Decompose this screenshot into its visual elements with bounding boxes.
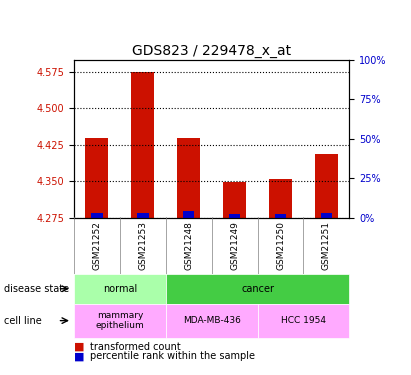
FancyBboxPatch shape bbox=[166, 274, 349, 304]
Bar bbox=[91, 213, 103, 217]
Bar bbox=[269, 179, 292, 218]
Bar bbox=[177, 138, 200, 218]
Text: GSM21252: GSM21252 bbox=[92, 221, 102, 270]
Bar bbox=[85, 138, 109, 218]
Text: GSM21253: GSM21253 bbox=[139, 221, 147, 270]
FancyBboxPatch shape bbox=[258, 304, 349, 338]
Bar bbox=[223, 182, 246, 218]
Text: GSM21251: GSM21251 bbox=[322, 221, 331, 270]
FancyBboxPatch shape bbox=[74, 304, 166, 338]
Text: disease state: disease state bbox=[4, 284, 69, 294]
Bar bbox=[321, 213, 332, 217]
Text: HCC 1954: HCC 1954 bbox=[281, 316, 326, 325]
Text: percentile rank within the sample: percentile rank within the sample bbox=[90, 351, 255, 361]
Bar bbox=[183, 211, 194, 217]
Bar bbox=[315, 154, 338, 218]
Text: cancer: cancer bbox=[241, 284, 274, 294]
Text: mammary
epithelium: mammary epithelium bbox=[95, 311, 144, 330]
Title: GDS823 / 229478_x_at: GDS823 / 229478_x_at bbox=[132, 44, 291, 58]
Text: GSM21249: GSM21249 bbox=[230, 221, 239, 270]
Bar bbox=[229, 214, 240, 217]
Text: ■: ■ bbox=[74, 342, 85, 352]
Text: ■: ■ bbox=[74, 351, 85, 361]
Text: MDA-MB-436: MDA-MB-436 bbox=[183, 316, 240, 325]
Text: normal: normal bbox=[103, 284, 137, 294]
FancyBboxPatch shape bbox=[74, 274, 166, 304]
Bar bbox=[137, 213, 148, 217]
Bar bbox=[132, 72, 154, 217]
Bar bbox=[275, 214, 286, 217]
Text: GSM21250: GSM21250 bbox=[276, 221, 285, 270]
Text: cell line: cell line bbox=[4, 316, 42, 326]
Text: transformed count: transformed count bbox=[90, 342, 181, 352]
FancyBboxPatch shape bbox=[166, 304, 258, 338]
Text: GSM21248: GSM21248 bbox=[184, 221, 193, 270]
